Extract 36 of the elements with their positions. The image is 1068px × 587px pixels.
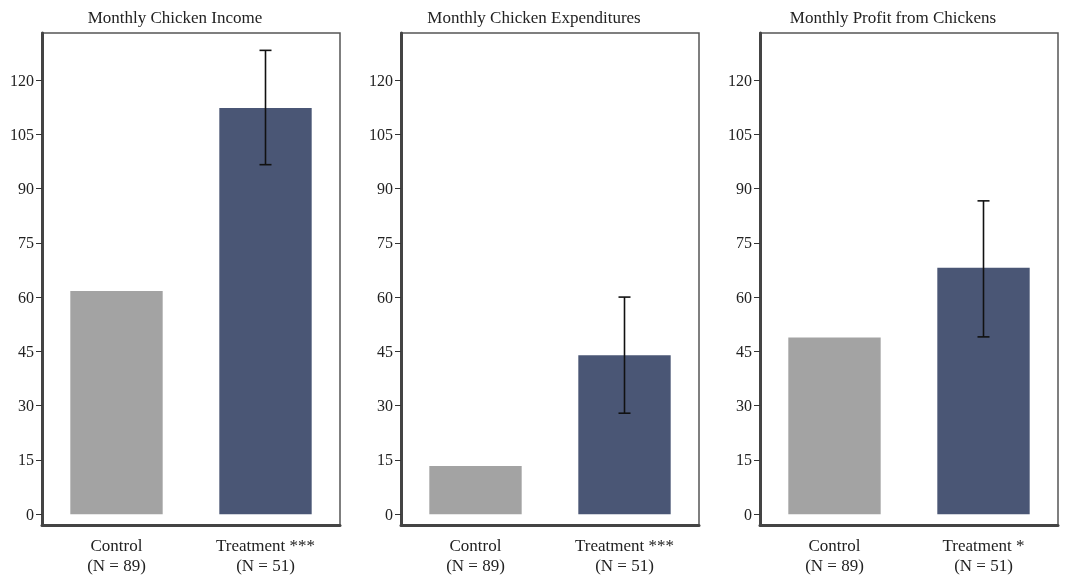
x-tick-label: Treatment *** (N = 51) [215,535,316,575]
y-tick-label: 30 [18,397,34,415]
y-tick-label: 120 [369,71,393,89]
y-tick-label: 75 [18,234,34,252]
y-tick-label: 60 [18,288,34,306]
x-tick-label: Treatment * (N = 51) [942,535,1025,575]
chart-title: Monthly Chicken Expenditures [427,8,641,27]
x-tick-label: Control (N = 89) [87,535,146,575]
y-tick-label: 90 [377,180,393,198]
y-tick-label: 15 [377,451,393,469]
y-tick-label: 90 [18,180,34,198]
y-tick-label: 45 [736,342,752,360]
chart-title: Monthly Profit from Chickens [789,8,997,27]
y-tick-label: 120 [728,71,752,89]
y-tick-label: 75 [377,234,393,252]
chart-title: Monthly Chicken Income [87,8,263,27]
y-tick-label: 60 [377,288,393,306]
y-tick-label: 0 [26,505,34,523]
y-tick-label: 45 [18,342,34,360]
x-tick-label: Control (N = 89) [805,535,864,575]
y-tick-label: 105 [728,125,752,143]
y-tick-label: 90 [736,180,752,198]
y-tick-label: 30 [736,397,752,415]
y-tick-label: 30 [377,397,393,415]
y-tick-label: 105 [369,125,393,143]
y-tick-label: 0 [385,505,393,523]
y-tick-label: 105 [10,125,34,143]
x-tick-label: Treatment *** (N = 51) [574,535,675,575]
y-tick-label: 60 [736,288,752,306]
y-tick-label: 0 [744,505,752,523]
y-tick-label: 15 [736,451,752,469]
x-tick-label: Control (N = 89) [446,535,505,575]
y-tick-label: 120 [10,71,34,89]
y-tick-label: 15 [18,451,34,469]
y-tick-label: 75 [736,234,752,252]
y-tick-label: 45 [377,342,393,360]
